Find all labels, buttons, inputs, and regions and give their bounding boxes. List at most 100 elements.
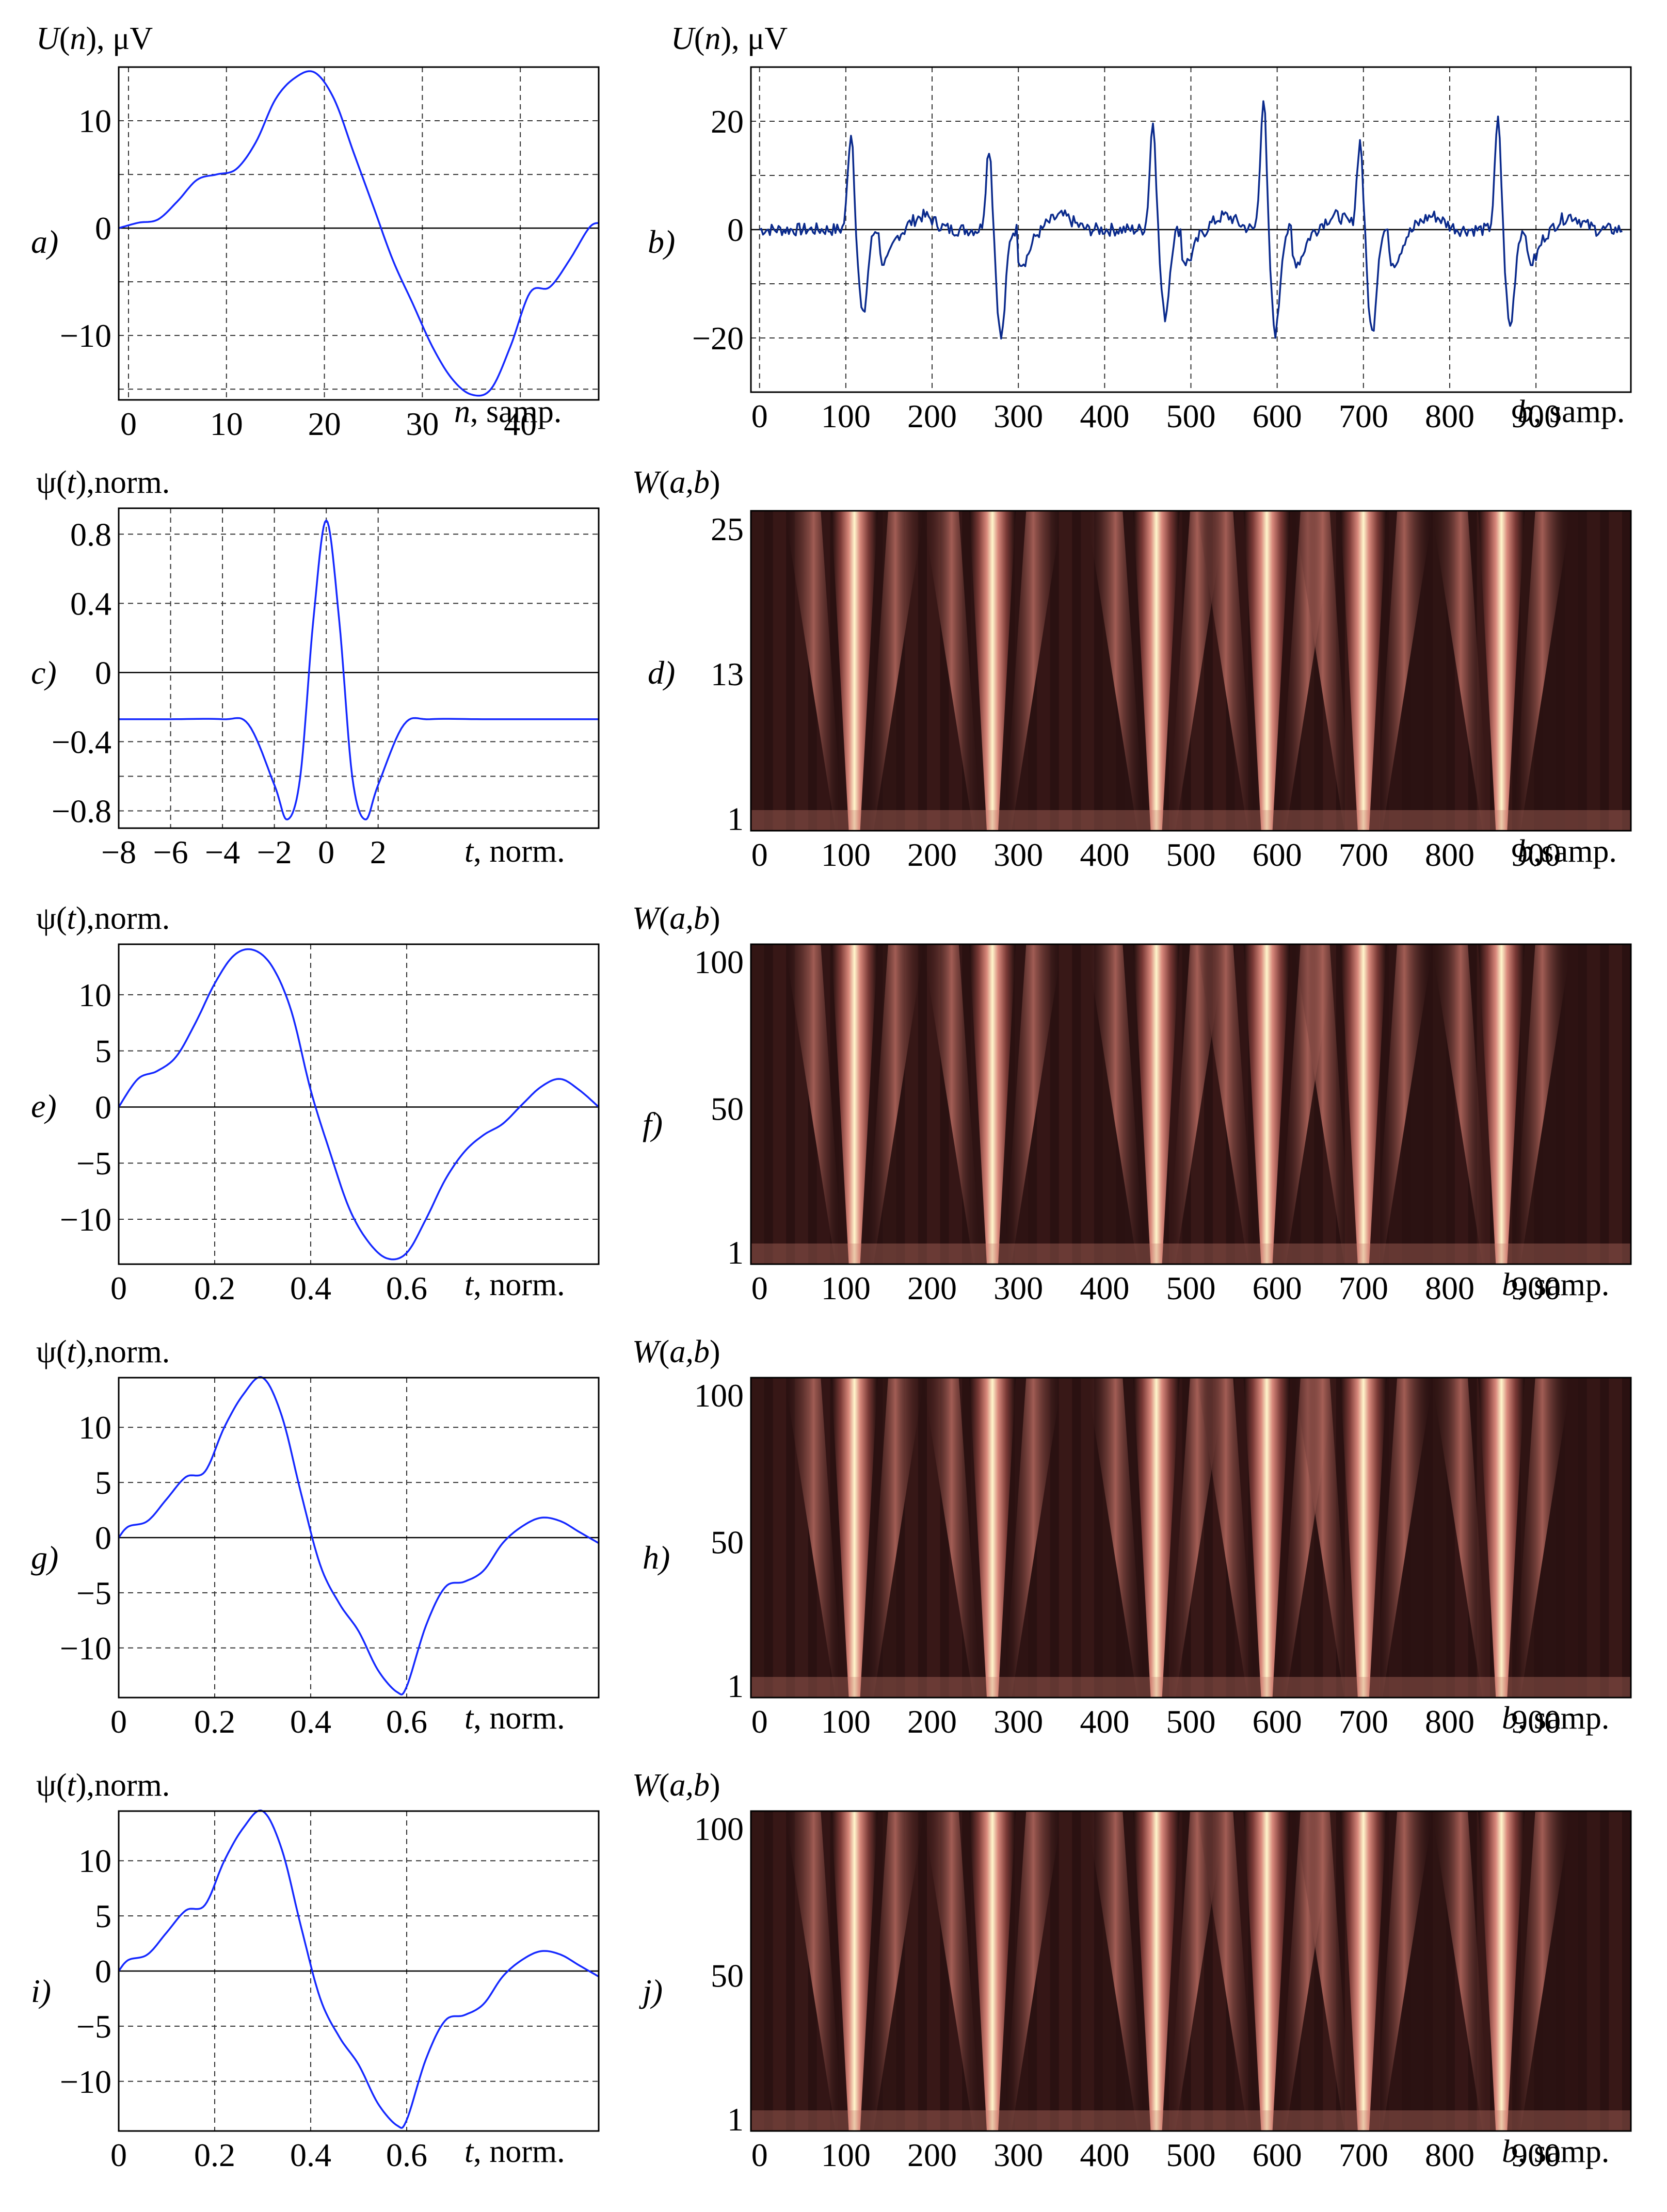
x-tick-label-h-2: 200 — [907, 1703, 957, 1740]
heatmap-texture-d-15 — [1081, 511, 1094, 831]
chart-e-frame — [118, 943, 600, 1265]
y-tick-label-i-0: −10 — [60, 2063, 111, 2100]
chart-a-frame — [118, 66, 600, 401]
heatmap-beam-d-0 — [831, 511, 878, 831]
xlabel-d: b,samp. — [1517, 834, 1617, 869]
x-tick-label-e-0: 0 — [110, 1270, 127, 1306]
series-line-c — [119, 519, 599, 820]
series-line-b — [759, 100, 1623, 340]
heatmap-beam-h-2 — [1133, 1378, 1180, 1698]
heatmap-texture-h-14 — [1059, 1378, 1072, 1698]
heatmap-texture-d-37 — [1565, 511, 1578, 831]
heatmap-beam-h-4 — [1340, 1378, 1387, 1698]
heatmap-sidebeam-f-3-0 — [1197, 944, 1255, 1264]
heatmap-sidebeam-d-0-0 — [784, 511, 843, 831]
x-tick-label-d-1: 100 — [821, 836, 871, 873]
x-tick-label-h-6: 600 — [1253, 1703, 1302, 1740]
x-tick-label-c-1: −6 — [153, 834, 188, 870]
heatmap-finescale-d — [751, 810, 1631, 831]
panel-label-a: a) — [31, 223, 58, 260]
heatmap-sidebeam-j-5-0 — [1432, 1811, 1490, 2131]
heatmap-sidebeam-j-1-1 — [1004, 1811, 1063, 2131]
heatmap-sidebeam-h-2-0 — [1086, 1378, 1145, 1698]
panel-label-d: d) — [648, 654, 675, 691]
y-tick-label-g-2: 0 — [95, 1520, 111, 1556]
y-tick-label-b-2: 20 — [711, 103, 744, 140]
x-tick-label-b-5: 500 — [1166, 398, 1216, 434]
heatmap-beam-j-5 — [1478, 1811, 1525, 2131]
y-tick-label-g-0: −10 — [60, 1630, 111, 1667]
heatmap-beam-j-3 — [1243, 1811, 1290, 2131]
x-tick-label-f-7: 700 — [1339, 1270, 1388, 1306]
chart-d-frame — [750, 510, 1632, 832]
x-tick-label-j-9: 900 — [1511, 2137, 1561, 2173]
heatmap-texture-f-14 — [1059, 944, 1072, 1264]
heatmap-beam-j-2 — [1133, 1811, 1180, 2131]
heatmap-sidebeam-d-4-0 — [1293, 511, 1352, 831]
y-tick-label-a-1: 0 — [95, 210, 111, 247]
y-tick-label-b-0: −20 — [692, 320, 744, 357]
x-tick-label-f-8: 800 — [1425, 1270, 1474, 1306]
chart-g-frame — [118, 1377, 600, 1699]
panel-label-f: f) — [643, 1106, 663, 1142]
heatmap-sidebeam-d-1-0 — [922, 511, 981, 831]
y-tick-label-c-3: 0.4 — [70, 585, 111, 622]
heatmap-texture-j-15 — [1081, 1811, 1094, 2131]
x-tick-label-a-0: 0 — [120, 406, 137, 442]
x-tick-label-g-1: 0.2 — [194, 1703, 235, 1740]
x-tick-label-f-0: 0 — [751, 1270, 768, 1306]
chart-d: 0 100 200 300 400 500 600 700 800 900 1 13 25 — [711, 511, 1631, 873]
x-tick-label-d-8: 800 — [1425, 836, 1474, 873]
heatmap-beam-j-4 — [1340, 1811, 1387, 2131]
ylabel-i: ψ(t),norm. — [36, 1768, 170, 1803]
heatmap-texture-d-0 — [751, 511, 764, 831]
heatmap-beam-f-4 — [1340, 944, 1387, 1264]
y-tick-label-c-4: 0.8 — [70, 516, 111, 553]
heatmap-sidebeam-j-1-0 — [922, 1811, 981, 2131]
heatmap-sidebeam-f-1-1 — [1004, 944, 1063, 1264]
x-tick-label-g-2: 0.4 — [290, 1703, 331, 1740]
x-tick-label-b-1: 100 — [821, 398, 871, 434]
y-tick-label-c-0: −0.8 — [52, 793, 111, 829]
series-line-a — [118, 70, 599, 397]
ylabel-c: ψ(t),norm. — [36, 465, 170, 500]
heatmap-texture-f-38 — [1586, 944, 1600, 1264]
ylabel-f: W(a,b) — [632, 901, 720, 936]
x-tick-label-d-4: 400 — [1080, 836, 1129, 873]
ylabel-e: ψ(t),norm. — [36, 901, 170, 936]
panel-label-i: i) — [31, 1973, 51, 2009]
x-tick-label-b-3: 300 — [993, 398, 1043, 434]
x-tick-label-h-5: 500 — [1166, 1703, 1216, 1740]
heatmap-beam-f-1 — [969, 944, 1016, 1264]
chart-f: 0 100 200 300 400 500 600 700 800 900 1 50 100 — [694, 944, 1631, 1306]
heatmap-beam-d-2 — [1133, 511, 1180, 831]
x-tick-label-b-4: 400 — [1080, 398, 1129, 434]
x-tick-label-f-4: 400 — [1080, 1270, 1129, 1306]
heatmap-finescale-f — [751, 1244, 1631, 1264]
x-tick-label-g-3: 0.6 — [386, 1703, 427, 1740]
x-tick-label-i-0: 0 — [110, 2137, 127, 2173]
x-tick-label-a-3: 30 — [406, 406, 439, 442]
x-tick-label-f-2: 200 — [907, 1270, 957, 1306]
heatmap-sidebeam-f-4-0 — [1293, 944, 1352, 1264]
heatmap-sidebeam-h-5-0 — [1432, 1378, 1490, 1698]
x-tick-label-j-6: 600 — [1253, 2137, 1302, 2173]
x-tick-label-j-5: 500 — [1166, 2137, 1216, 2173]
heatmap-texture-h-1 — [773, 1378, 787, 1698]
x-tick-label-b-8: 800 — [1425, 398, 1474, 434]
heatmap-texture-h-15 — [1081, 1378, 1094, 1698]
heatmap-beam-f-0 — [831, 944, 878, 1264]
heatmap-beam-f-2 — [1133, 944, 1180, 1264]
x-tick-label-c-2: −4 — [205, 834, 240, 870]
x-tick-label-c-3: −2 — [257, 834, 292, 870]
x-tick-label-d-9: 900 — [1511, 836, 1561, 873]
heatmap-sidebeam-d-0-1 — [866, 511, 924, 831]
chart-b: 0 100 200 300 400 500 600 700 800 900 −20 0 20 — [692, 67, 1631, 434]
heatmap-sidebeam-j-3-0 — [1197, 1811, 1255, 2131]
y-tick-label-d-1: 13 — [711, 656, 744, 692]
heatmap-sidebeam-d-5-0 — [1432, 511, 1490, 831]
chart-e: 0 0.2 0.4 0.6 −10 −5 0 5 10 — [60, 944, 600, 1306]
heatmap-sidebeam-f-4-1 — [1375, 944, 1434, 1264]
chart-h-frame — [750, 1377, 1632, 1699]
heatmap-sidebeam-h-3-0 — [1197, 1378, 1255, 1698]
